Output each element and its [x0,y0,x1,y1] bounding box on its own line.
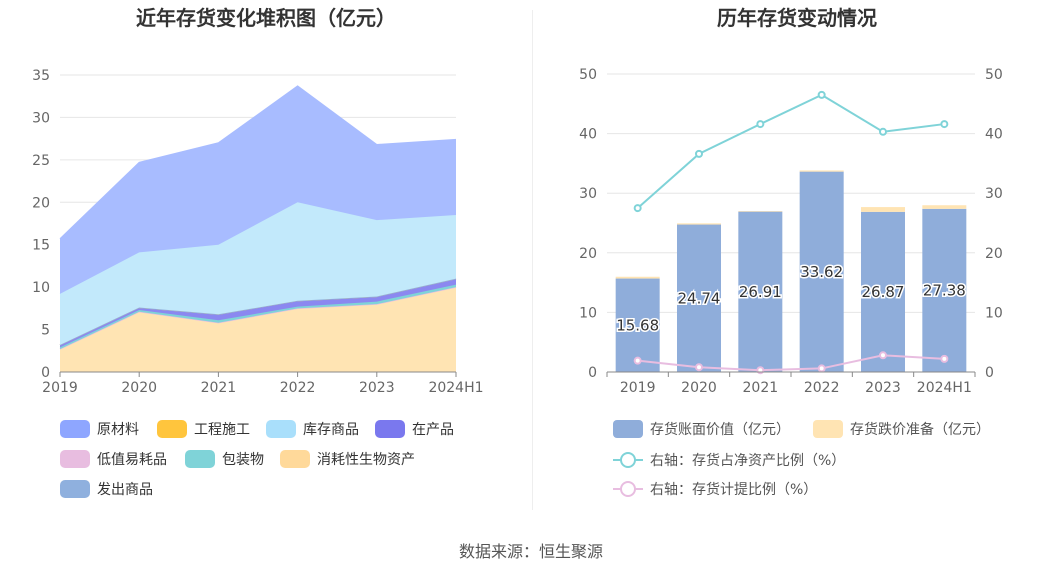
left-y-tick-label: 10 [32,280,50,296]
line-point-0 [756,120,765,129]
left-x-tick-label: 2020 [121,380,157,396]
bar-value-label: 26.87 [862,283,905,301]
right-y-tick-label: 10 [579,305,597,321]
line-point-1 [879,351,887,360]
bar-value-label: 24.74 [678,289,721,307]
right-y2-tick-label: 10 [985,305,1003,321]
right-y-tick-label: 20 [579,246,597,262]
right-x-tick-label: 2019 [620,380,656,396]
legend-label-7: 发出商品 [97,482,153,498]
legend-label-1: 工程施工 [194,422,250,438]
left-y-tick-label: 5 [41,323,50,339]
left-x-tick-label: 2021 [201,380,237,396]
panel-divider [532,10,533,510]
right-legend-label-1: 存货跌价准备（亿元） [850,421,990,438]
right-x-tick-label: 2021 [743,380,779,396]
left-x-tick-label: 2023 [359,380,395,396]
line-point-0 [633,204,642,213]
right-legend-line-label-1: 右轴：存货计提比例（%） [650,481,817,498]
line-point-0 [879,127,887,136]
bar-1-1 [677,223,721,225]
line-series-0 [637,93,945,209]
left-y-tick-label: 15 [32,238,50,254]
right-legend-swatch-0 [613,420,643,438]
bar-value-label: 33.62 [800,263,843,281]
line-point-0 [817,90,826,99]
right-legend-marker-1 [620,481,636,497]
legend-swatch-6 [280,450,310,468]
left-x-tick-label: 2024H1 [428,380,483,396]
line-point-1 [695,363,703,372]
right-x-tick-label: 2020 [681,380,717,396]
bar-0-2 [738,211,783,372]
right-x-tick-label: 2024H1 [917,380,972,396]
area-series-0 [60,287,456,372]
bar-1-3 [799,170,844,172]
area-series-edge-7 [59,85,457,240]
bar-0-1 [677,224,721,372]
legend-swatch-2 [266,420,296,438]
legend-swatch-3 [375,420,405,438]
right-y2-tick-label: 20 [985,246,1003,262]
right-legend-marker-0 [620,452,636,468]
bar-value-label: 15.68 [616,316,659,334]
right-chart-title: 历年存货变动情况 [717,6,877,30]
right-y2-tick-label: 30 [985,186,1003,202]
bar-value-label: 26.91 [739,283,782,301]
left-y-tick-label: 35 [32,68,50,84]
line-point-0 [940,120,949,129]
line-point-1 [633,356,642,365]
bar-value-label: 27.38 [923,281,966,299]
right-y2-tick-label: 50 [985,67,1003,83]
right-y-tick-label: 0 [588,365,597,381]
right-legend-label-0: 存货账面价值（亿元） [650,421,790,438]
legend-label-5: 包装物 [222,452,264,468]
right-y-tick-label: 50 [579,67,597,83]
left-x-tick-label: 2019 [42,380,78,396]
legend-label-0: 原材料 [97,422,139,438]
legend-label-2: 库存商品 [303,422,359,438]
legend-swatch-1 [157,420,187,438]
legend-swatch-5 [185,450,215,468]
line-point-1 [817,364,826,373]
legend-swatch-4 [60,450,90,468]
legend-label-3: 在产品 [412,422,454,438]
left-y-tick-label: 25 [32,153,50,169]
line-point-0 [695,149,703,158]
area-series-7 [60,86,456,294]
bar-0-0 [615,278,660,372]
right-x-tick-label: 2022 [804,380,840,396]
data-source-note: 数据来源：恒生聚源 [458,542,603,561]
bar-1-5 [922,205,967,209]
area-series-3 [60,278,456,348]
bar-0-5 [922,208,967,372]
legend-swatch-7 [60,480,90,498]
line-series-1 [637,354,945,372]
right-y-tick-label: 40 [579,127,597,143]
line-point-1 [940,354,949,363]
legend-label-6: 消耗性生物资产 [317,452,415,468]
left-y-tick-label: 30 [32,110,50,126]
left-chart-title: 近年存货变化堆积图（亿元） [136,6,396,30]
bar-0-3 [799,171,844,372]
right-y2-tick-label: 0 [985,365,994,381]
legend-label-4: 低值易耗品 [97,452,167,468]
bar-0-4 [861,211,905,372]
right-legend-line-label-0: 右轴：存货占净资产比例（%） [650,452,845,469]
bar-1-0 [615,276,660,279]
right-x-tick-label: 2023 [865,380,901,396]
right-legend-swatch-1 [813,420,843,438]
left-y-tick-label: 20 [32,195,50,211]
legend-swatch-0 [60,420,90,438]
bar-1-4 [861,207,905,212]
right-y2-tick-label: 40 [985,127,1003,143]
left-y-tick-label: 0 [41,365,50,381]
right-y-tick-label: 30 [579,186,597,202]
area-series-6 [60,202,456,345]
left-x-tick-label: 2022 [280,380,316,396]
bar-1-2 [738,211,783,212]
